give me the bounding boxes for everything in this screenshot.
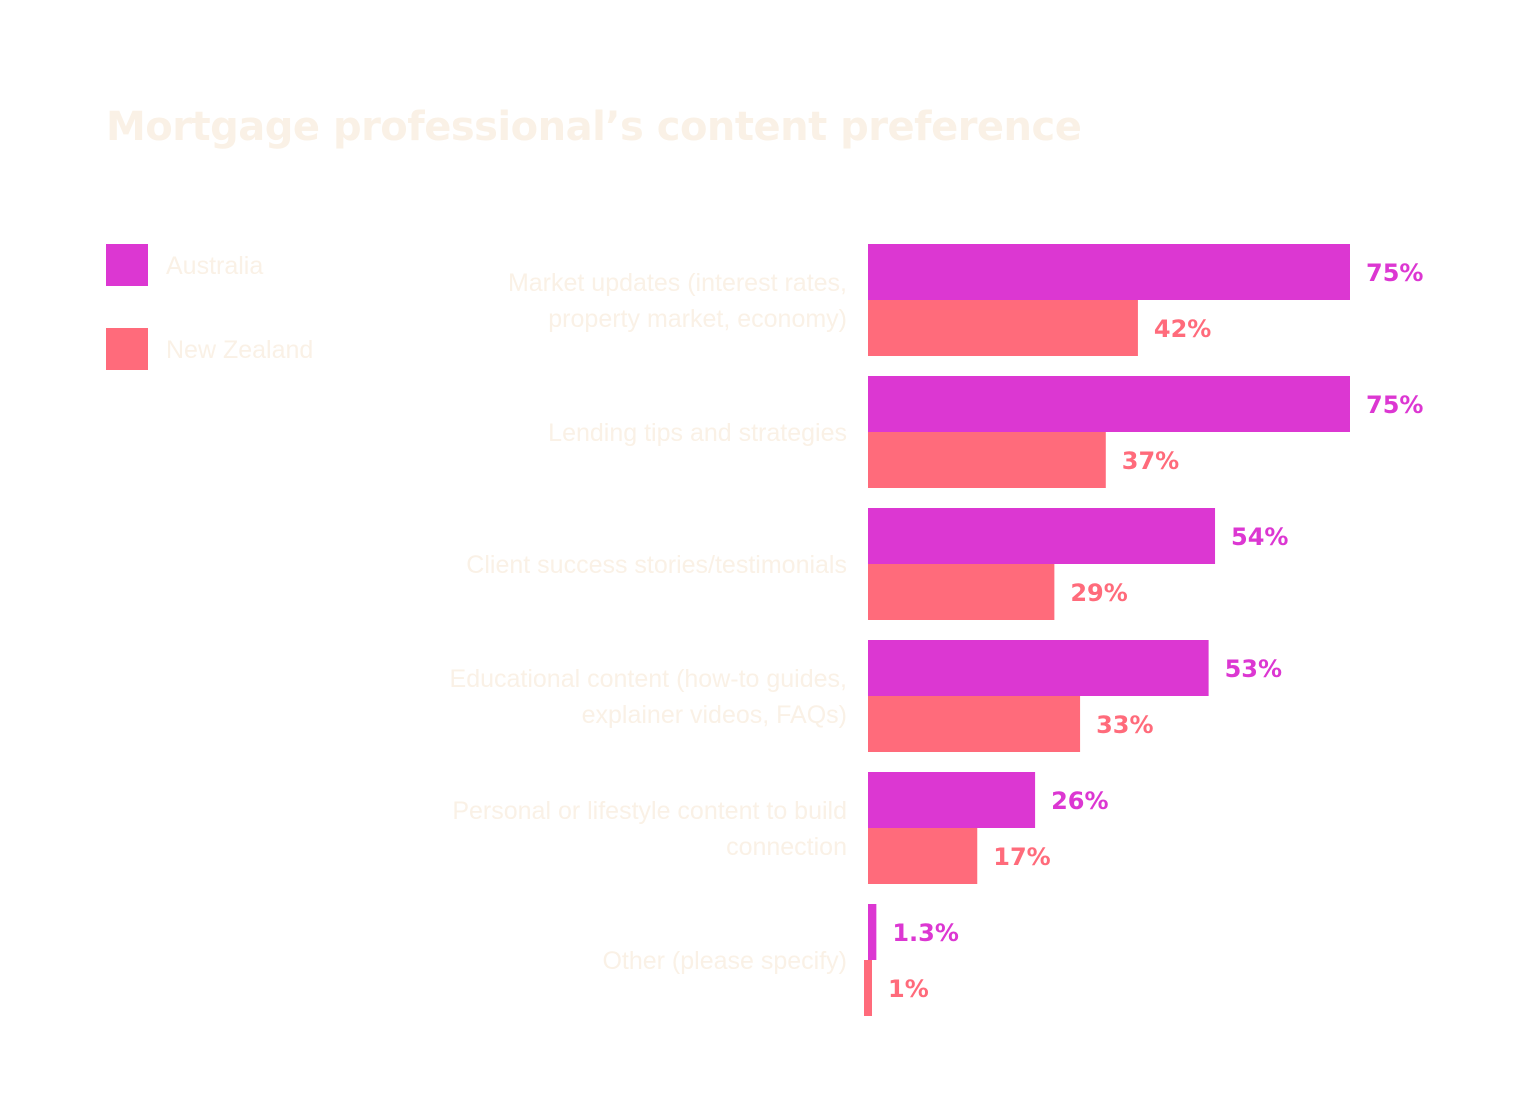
- value-label-australia-4: 26%: [1051, 787, 1108, 815]
- bar-australia-0: [868, 244, 1350, 300]
- value-label-new-zealand-4: 17%: [993, 843, 1050, 871]
- bar-new-zealand-1: [868, 432, 1106, 488]
- category-label-3-line-0: Educational content (how-to guides,: [450, 665, 847, 693]
- bar-australia-5: [868, 904, 877, 960]
- value-label-new-zealand-3: 33%: [1096, 711, 1153, 739]
- chart-title: Mortgage professional’s content preferen…: [106, 104, 1082, 150]
- category-label-0-line-0: Market updates (interest rates,: [508, 269, 847, 297]
- bar-australia-3: [868, 640, 1209, 696]
- value-label-australia-3: 53%: [1225, 655, 1282, 683]
- bar-australia-1: [868, 376, 1350, 432]
- category-label-0-line-1: property market, economy): [548, 305, 847, 333]
- value-label-australia-2: 54%: [1231, 523, 1288, 551]
- category-label-5: Other (please specify): [602, 947, 847, 975]
- category-label-1: Lending tips and strategies: [548, 419, 847, 447]
- value-label-new-zealand-2: 29%: [1070, 579, 1127, 607]
- bar-new-zealand-4: [868, 828, 978, 884]
- value-label-new-zealand-1: 37%: [1122, 447, 1179, 475]
- bar-new-zealand-2: [868, 564, 1055, 620]
- legend-label-new-zealand: New Zealand: [166, 336, 314, 364]
- category-label-4-line-0: Personal or lifestyle content to build: [452, 797, 847, 825]
- value-label-new-zealand-5: 1%: [888, 975, 929, 1003]
- bar-australia-4: [868, 772, 1036, 828]
- legend-label-australia: Australia: [166, 252, 264, 280]
- legend-swatch-new-zealand: [106, 328, 148, 370]
- value-label-australia-1: 75%: [1366, 391, 1423, 419]
- value-label-new-zealand-0: 42%: [1154, 315, 1211, 343]
- value-label-australia-5: 1.3%: [892, 919, 959, 947]
- bar-australia-2: [868, 508, 1216, 564]
- bar-new-zealand-0: [868, 300, 1138, 356]
- category-label-4-line-1: connection: [726, 833, 847, 861]
- category-label-3-line-1: explainer videos, FAQs): [582, 701, 847, 729]
- value-label-australia-0: 75%: [1366, 259, 1423, 287]
- legend-swatch-australia: [106, 244, 148, 286]
- bar-new-zealand-3: [868, 696, 1081, 752]
- bar-new-zealand-5: [864, 960, 872, 1016]
- category-label-2: Client success stories/testimonials: [466, 551, 847, 579]
